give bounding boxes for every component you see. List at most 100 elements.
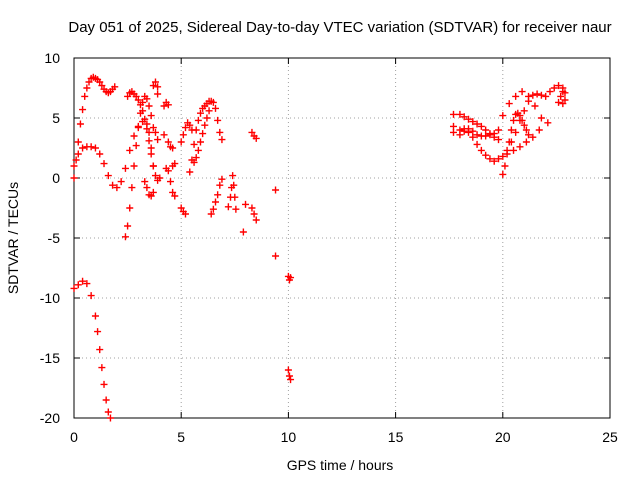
data-point	[154, 90, 162, 98]
series-arc-31	[510, 126, 543, 154]
data-point	[224, 203, 232, 211]
data-point	[160, 131, 168, 139]
data-point	[201, 121, 209, 129]
data-point	[505, 100, 513, 108]
data-point	[70, 284, 78, 292]
data-point	[143, 95, 151, 103]
data-point	[141, 178, 149, 186]
data-point	[555, 82, 563, 90]
data-point	[535, 126, 543, 134]
data-point	[177, 204, 185, 212]
data-point	[499, 152, 507, 160]
data-point	[287, 376, 295, 384]
data-point	[166, 178, 174, 186]
data-point	[207, 210, 215, 218]
data-point	[132, 92, 140, 100]
data-point	[145, 102, 153, 110]
series-arc-19	[239, 200, 250, 236]
data-point	[464, 115, 472, 123]
data-point	[181, 124, 189, 132]
data-point	[460, 127, 468, 135]
data-point	[518, 88, 526, 96]
data-point	[522, 126, 530, 134]
data-point	[186, 168, 194, 176]
x-tick-label: 10	[281, 429, 297, 445]
data-point	[117, 178, 125, 186]
data-point	[154, 136, 162, 144]
data-point	[171, 192, 179, 200]
data-point	[520, 121, 528, 129]
data-point	[503, 146, 511, 154]
data-point	[136, 101, 144, 109]
data-point	[456, 110, 464, 118]
y-tick-label: 5	[52, 110, 60, 126]
data-point	[130, 132, 138, 140]
data-point	[94, 328, 102, 336]
data-point	[74, 281, 82, 289]
data-point	[121, 164, 129, 172]
data-point	[194, 116, 202, 124]
data-point	[559, 100, 567, 108]
data-point	[100, 160, 108, 168]
data-point	[121, 233, 129, 241]
data-point	[533, 90, 541, 98]
data-point	[522, 138, 530, 146]
data-point	[149, 82, 157, 90]
data-point	[482, 126, 490, 134]
data-point	[143, 125, 151, 133]
data-point	[111, 83, 119, 91]
data-point	[134, 124, 142, 132]
data-point	[149, 188, 157, 196]
data-point	[537, 91, 545, 99]
data-point	[96, 346, 104, 354]
data-point	[164, 138, 172, 146]
data-point	[113, 184, 121, 192]
series-arc-17	[207, 175, 226, 218]
data-point	[499, 112, 507, 120]
series-arc-22	[272, 186, 280, 260]
points-layer	[70, 73, 569, 422]
data-point	[171, 160, 179, 168]
data-point	[525, 131, 533, 139]
data-point	[104, 408, 112, 416]
data-point	[87, 292, 95, 300]
data-point	[486, 131, 494, 139]
data-point	[242, 200, 250, 208]
data-point	[186, 121, 194, 129]
data-point	[104, 172, 112, 180]
data-point	[199, 130, 207, 138]
series-arc-30	[495, 88, 552, 134]
data-point	[128, 184, 136, 192]
data-point	[248, 128, 256, 136]
data-point	[151, 78, 159, 86]
data-point	[147, 112, 155, 120]
y-tick-label: -5	[48, 230, 61, 246]
series-arc-20	[248, 128, 260, 142]
data-point	[143, 184, 151, 192]
series-arc-2	[70, 118, 157, 192]
series-arc-21	[248, 204, 260, 224]
data-point	[196, 109, 204, 117]
data-point	[495, 126, 503, 134]
data-point	[516, 143, 524, 151]
data-point	[212, 104, 220, 112]
data-point	[79, 277, 87, 285]
x-tick-label: 20	[495, 429, 511, 445]
data-point	[231, 193, 239, 201]
data-point	[490, 130, 498, 138]
data-point	[156, 174, 164, 182]
data-point	[74, 150, 82, 158]
data-point	[141, 115, 149, 123]
data-point	[91, 312, 99, 320]
data-point	[147, 192, 155, 200]
data-point	[190, 140, 198, 148]
data-point	[145, 128, 153, 136]
data-point	[70, 162, 78, 170]
data-point	[537, 114, 545, 122]
data-point	[272, 186, 280, 194]
series-arc-6	[141, 178, 157, 200]
data-point	[285, 372, 293, 380]
data-point	[469, 133, 477, 141]
series-arc-18	[224, 172, 240, 213]
series-arc-4	[121, 92, 155, 241]
